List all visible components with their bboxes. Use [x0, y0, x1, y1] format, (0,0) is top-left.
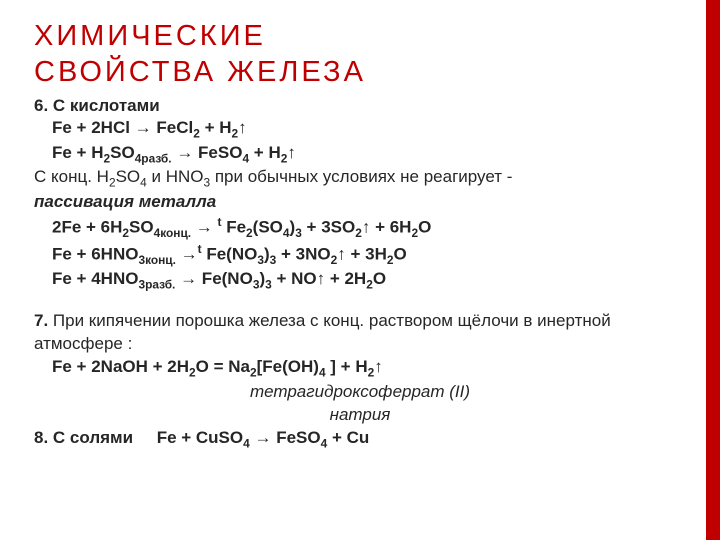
t: → FeSO [172, 143, 243, 162]
t: Fe + 6HNO [52, 245, 138, 264]
t: ↑ + 3H [337, 245, 387, 264]
gap [133, 428, 157, 447]
t: 8. С солями [34, 428, 133, 447]
s: 3конц. [138, 253, 175, 267]
t: → [176, 245, 198, 264]
s: 2 [193, 127, 200, 141]
sec6-heading: 6. С кислотами [34, 95, 686, 118]
s: 2 [109, 176, 116, 190]
t: + H [249, 143, 281, 162]
s: 2 [250, 366, 257, 380]
t: + 3SO [302, 217, 355, 236]
t: → [191, 217, 217, 236]
sec8-line: 8. С солями Fe + CuSO4 → FeSO4 + Cu [34, 427, 686, 451]
t: Fe + 2NaOH + 2H [52, 357, 189, 376]
eq6-3: 2Fe + 6H2SO4конц. → t Fe2(SO4)3 + 3SO2↑ … [34, 214, 686, 241]
title-line1: ХИМИЧЕСКИЕ [34, 20, 266, 52]
s: 3разб. [138, 277, 175, 291]
passivation-note: пассивация металла [34, 192, 216, 211]
t: + H [200, 118, 232, 137]
t: + Cu [327, 428, 369, 447]
t: SO [116, 167, 141, 186]
t: Fe + 4HNO [52, 269, 138, 288]
eq6-1: Fe + 2HCl → FeCl2 + H2↑ [34, 117, 686, 141]
t: → Fe(NO [175, 269, 252, 288]
s: 4 [319, 366, 326, 380]
t: [Fe(OH) [257, 357, 319, 376]
page-title: ХИМИЧЕСКИЕ СВОЙСТВА ЖЕЛЕЗА [34, 18, 686, 91]
t: ↑ [238, 118, 247, 137]
s: 4разб. [135, 151, 172, 165]
t: SO [129, 217, 154, 236]
t: ↑ [374, 357, 383, 376]
t: при обычных условиях не реагирует - [210, 167, 512, 186]
s: 4 [243, 436, 250, 450]
eq6-4: Fe + 6HNO3конц. →t Fe(NO3)3 + 3NO2↑ + 3H… [34, 241, 686, 268]
title-line2: СВОЙСТВА ЖЕЛЕЗА [34, 56, 366, 88]
accent-bar [706, 0, 720, 540]
t: 2Fe + 6H [52, 217, 122, 236]
t: 7. [34, 311, 48, 330]
s: 2 [355, 226, 362, 240]
t: + NO↑ + 2H [272, 269, 366, 288]
eq7-note1: тетрагидроксоферрат (II) [34, 381, 686, 404]
t: Fe(NO [202, 245, 258, 264]
t: При кипячении порошка железа с конц. рас… [34, 311, 611, 353]
t: (SO [253, 217, 283, 236]
t: O = Na [196, 357, 250, 376]
s: 3 [257, 253, 264, 267]
s: 4 [140, 176, 147, 190]
s: 2 [246, 226, 253, 240]
t: O [393, 245, 406, 264]
note6: С конц. H2SO4 и HNO3 при обычных условия… [34, 166, 686, 213]
eq7-note2: натрия [34, 404, 686, 427]
s: 4конц. [154, 226, 191, 240]
t: O [373, 269, 386, 288]
section-6: 6. С кислотами Fe + 2HCl → FeCl2 + H2↑ F… [34, 95, 686, 293]
s: 2 [189, 366, 196, 380]
eq6-5: Fe + 4HNO3разб. → Fe(NO3)3 + NO↑ + 2H2O [34, 268, 686, 292]
sec7-text: 7. При кипячении порошка железа с конц. … [34, 310, 686, 356]
eq6-2: Fe + H2SO4разб. → FeSO4 + H2↑ [34, 142, 686, 166]
t: ↑ + 6H [362, 217, 412, 236]
t: O [418, 217, 431, 236]
s: 3 [295, 226, 302, 240]
t: Fe [221, 217, 246, 236]
t: ] + H [326, 357, 368, 376]
t: Fe + CuSO [157, 428, 243, 447]
section-8: 8. С солями Fe + CuSO4 → FeSO4 + Cu [34, 427, 686, 451]
s: 4 [283, 226, 290, 240]
t: + 3NO [276, 245, 330, 264]
s: 3 [265, 277, 272, 291]
t: → FeSO [250, 428, 321, 447]
t: Fe + H [52, 143, 104, 162]
t: и HNO [147, 167, 204, 186]
t: ↑ [287, 143, 296, 162]
t: Fe + 2HCl → FeCl [52, 118, 193, 137]
s: 2 [366, 277, 373, 291]
t: SO [110, 143, 135, 162]
slide-content: ХИМИЧЕСКИЕ СВОЙСТВА ЖЕЛЕЗА 6. С кислотам… [0, 0, 720, 451]
section-7: 7. При кипячении порошка железа с конц. … [34, 310, 686, 426]
t: С конц. H [34, 167, 109, 186]
eq7: Fe + 2NaOH + 2H2O = Na2[Fe(OH)4 ] + H2↑ [34, 356, 686, 380]
